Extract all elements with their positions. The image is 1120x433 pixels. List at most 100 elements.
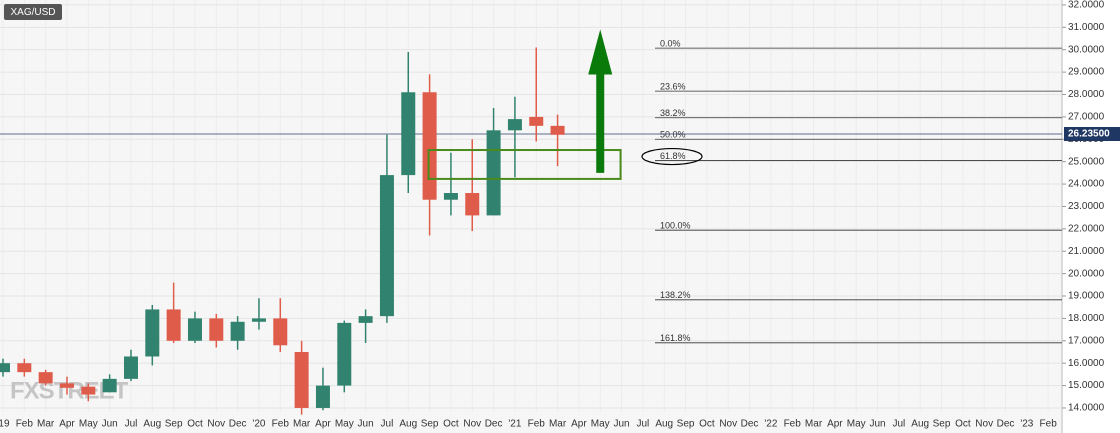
title-box [4,4,62,20]
x-tick-label: Nov [463,419,481,430]
x-tick-label: Sep [933,419,951,430]
candle-body [379,175,394,317]
x-tick-label: Oct [699,419,715,430]
x-tick-label: Feb [16,419,34,430]
y-tick-label: 19.0000 [1068,291,1105,302]
candle-body [17,363,32,373]
x-tick-label: Sep [165,419,183,430]
candle-body [251,318,266,322]
fib-label: 161.8% [660,333,691,343]
x-tick-label: Apr [59,419,75,430]
y-tick-label: 25.0000 [1068,156,1105,167]
x-tick-label: Aug [655,419,673,430]
x-tick-label: Sep [421,419,439,430]
candle-body [230,321,245,341]
y-tick-label: 14.0000 [1068,403,1105,414]
x-tick-label: Dec [485,419,503,430]
y-tick-label: 32.0000 [1068,0,1105,11]
x-tick-label: Oct [187,419,203,430]
y-tick-label: 29.0000 [1068,67,1105,78]
highlight-ellipse [641,147,703,166]
candle-body [38,372,53,384]
candle-body [209,318,224,341]
x-tick-label: May [79,419,98,430]
x-tick-label: Apr [315,419,331,430]
y-tick-label: 28.0000 [1068,89,1105,100]
candle-body [443,193,458,200]
candle-body [59,383,74,388]
x-tick-label: Feb [272,419,290,430]
x-tick-label: Aug [911,419,929,430]
candle-body [102,378,117,393]
candle-body [550,125,565,135]
x-tick-label: Nov [975,419,993,430]
candle-body [507,119,522,131]
x-tick-label: Oct [443,419,459,430]
y-tick-label: 30.0000 [1068,44,1105,55]
x-tick-label: Feb [1040,419,1058,430]
x-tick-label: Jul [125,419,138,430]
y-tick-label: 15.0000 [1068,380,1105,391]
x-tick-label: Aug [399,419,417,430]
y-tick-label: 24.0000 [1068,179,1105,190]
x-tick-label: '20 [252,419,265,430]
x-tick-label: Mar [805,419,823,430]
x-tick-label: Jul [381,419,394,430]
y-tick-label: 23.0000 [1068,201,1105,212]
x-tick-label: Jul [637,419,650,430]
candle-body [273,318,288,346]
plot-background [0,0,1062,433]
x-tick-label: Jun [102,419,118,430]
x-tick-label: Mar [37,419,55,430]
y-tick-label: 22.0000 [1068,223,1105,234]
x-tick-label: '23 [1020,419,1033,430]
candle-body [465,193,480,216]
x-tick-label: Apr [571,419,587,430]
x-tick-label: '21 [508,419,521,430]
candle-body [337,322,352,386]
x-tick-label: Nov [207,419,225,430]
fib-label: 61.8% [660,151,686,161]
y-tick-label: 18.0000 [1068,313,1105,324]
zone-box [427,149,622,180]
x-tick-label: Nov [719,419,737,430]
x-tick-label: '22 [764,419,777,430]
fib-label: 100.0% [660,221,691,231]
candle-body [81,386,96,395]
x-tick-label: Aug [143,419,161,430]
chart-title: XAG/USD [10,7,55,18]
x-tick-label: Dec [229,419,247,430]
candle-body [294,351,309,408]
x-tick-label: '19 [0,419,10,430]
x-tick-label: May [591,419,610,430]
y-tick-label: 21.0000 [1068,246,1105,257]
arrow [588,29,613,173]
current-price-label: 26.23500 [1068,129,1110,140]
x-tick-label: Jun [869,419,885,430]
candle-body [358,316,373,323]
candle-body [422,92,437,200]
x-tick-label: Oct [955,419,971,430]
x-tick-label: Dec [741,419,759,430]
x-tick-label: Apr [827,419,843,430]
candle-body [0,363,10,373]
candle-body [529,116,544,126]
y-tick-label: 17.0000 [1068,335,1105,346]
candle-body [401,92,416,176]
x-tick-label: Mar [549,419,567,430]
y-tick-label: 31.0000 [1068,22,1105,33]
x-tick-label: May [335,419,354,430]
fib-label: 23.6% [660,82,686,92]
x-tick-label: Mar [293,419,311,430]
y-tick-label: 16.0000 [1068,358,1105,369]
x-tick-label: Jul [892,419,905,430]
candle-body [486,130,501,216]
candle-body [315,385,330,408]
y-tick-label: 27.0000 [1068,112,1105,123]
fib-label: 50.0% [660,130,686,140]
x-tick-label: Jun [614,419,630,430]
fib-label: 138.2% [660,290,691,300]
x-tick-label: Sep [677,419,695,430]
x-tick-label: Dec [997,419,1015,430]
